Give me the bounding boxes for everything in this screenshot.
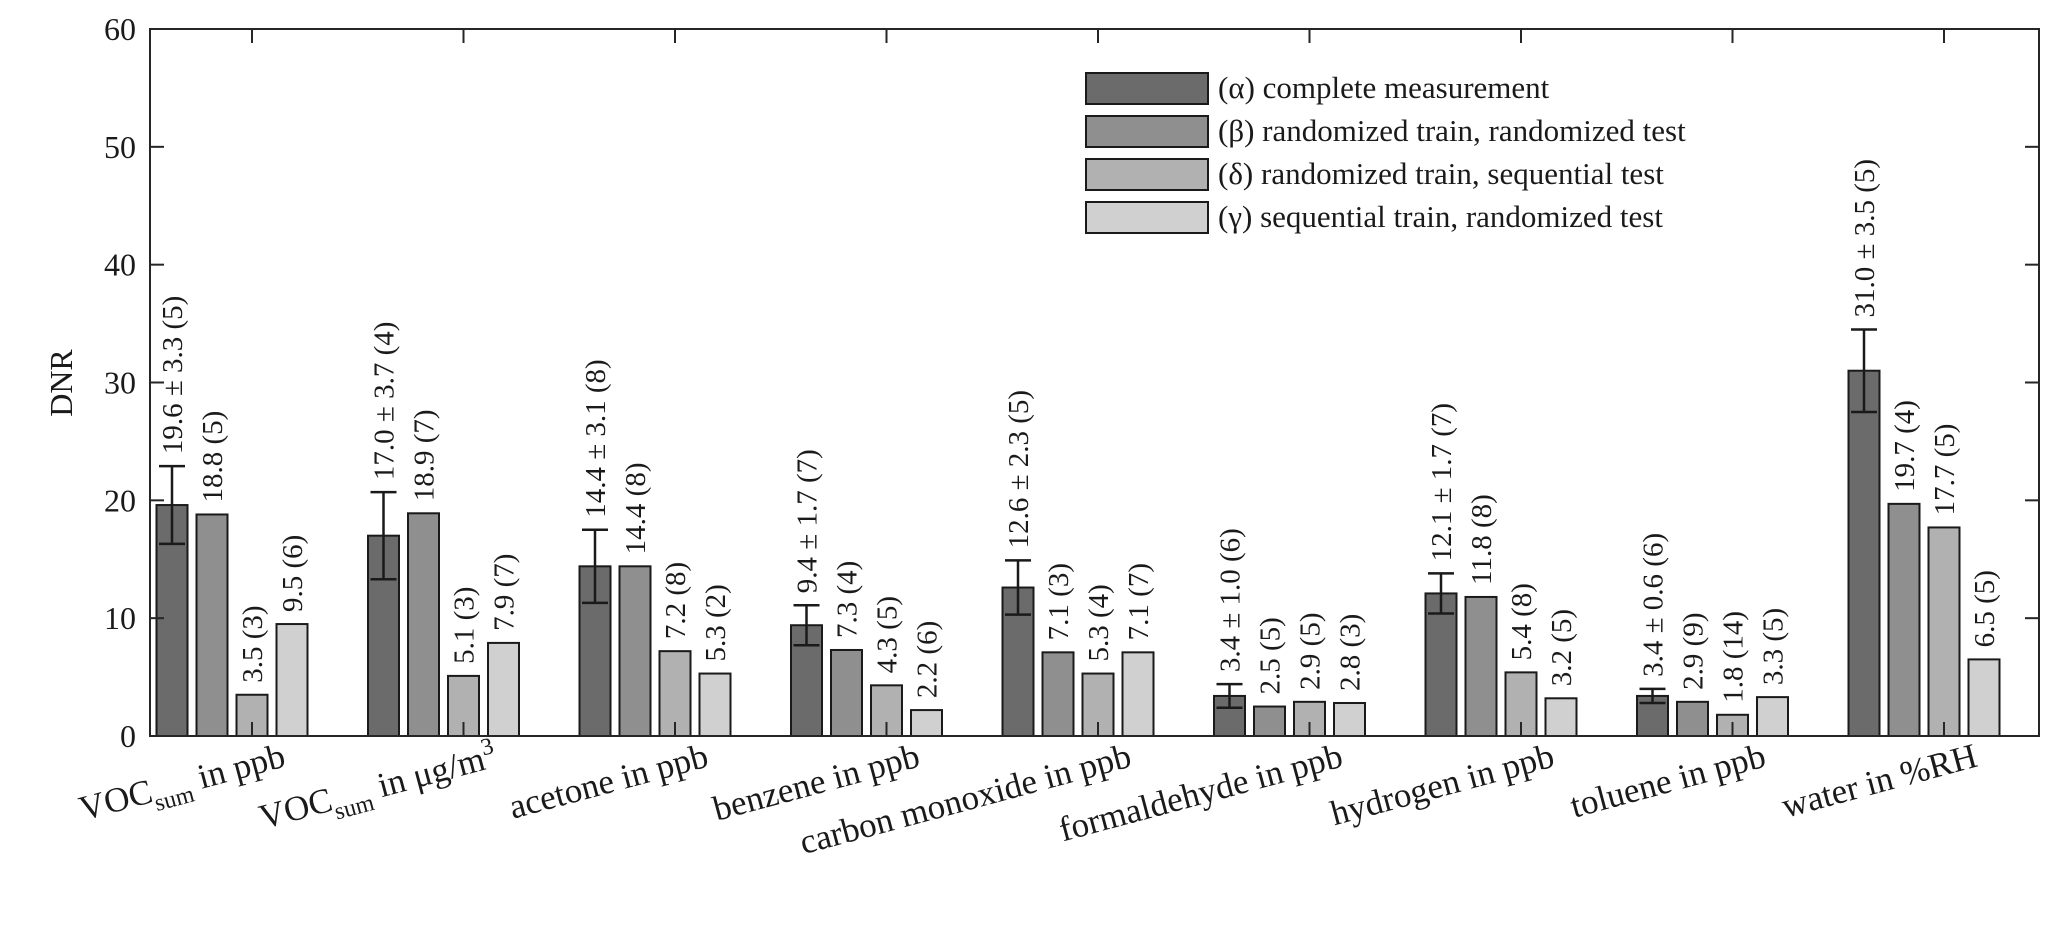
bar-series-2 [1887,502,1921,738]
data-label: 31.0 ± 3.5 (5) [1849,159,1881,317]
data-label: 7.9 (7) [489,554,521,631]
bar-series-4 [1121,651,1155,737]
legend-swatch [1085,72,1209,105]
data-label: 2.9 (9) [1678,613,1710,690]
y-axis-label: DNR [43,349,79,417]
bar-series-2 [1464,595,1498,737]
y-tick-label: 60 [104,11,136,47]
legend-label: (β) randomized train, randomized test [1218,113,1686,148]
bar-series-4 [487,641,520,738]
bar-series-2 [1253,705,1286,738]
y-tick-label: 10 [104,600,136,636]
y-tick-label: 40 [104,247,136,283]
legend-swatch [1085,158,1209,191]
legend-label: (α) complete measurement [1218,70,1550,105]
bar-series-4 [1544,697,1578,737]
category-label: water in %RH [1778,736,1982,825]
bar-series-2 [1676,700,1709,737]
bar-series-2 [830,648,863,738]
data-label: 19.6 ± 3.3 (5) [157,296,189,454]
data-label: 14.4 ± 3.1 (8) [580,359,612,517]
data-label: 5.3 (2) [700,584,732,661]
category-label: hydrogen in ppb [1326,736,1558,833]
data-label: 12.6 ± 2.3 (5) [1003,390,1035,548]
category-label: acetone in ppb [505,736,712,826]
data-label: 3.4 ± 1.0 (6) [1215,528,1247,672]
data-label: 11.8 (8) [1466,494,1498,585]
bar-series-4 [910,709,943,737]
data-label: 17.0 ± 3.7 (4) [369,322,401,480]
legend-swatch [1085,201,1209,234]
bar-series-4 [1756,696,1789,737]
bar-series-2 [1041,651,1075,737]
data-label: 9.5 (6) [277,535,309,612]
category-label: toluene in ppb [1566,736,1770,825]
data-label: 7.3 (4) [832,561,864,638]
data-label: 6.5 (5) [1969,570,2001,647]
legend-label: (γ) sequential train, randomized test [1218,199,1663,234]
data-label: 3.2 (5) [1546,609,1578,686]
data-label: 3.4 ± 0.6 (6) [1638,533,1670,677]
data-label: 9.4 ± 1.7 (7) [792,449,824,593]
bar-series-4 [1967,658,2001,737]
bar-series-4 [1333,702,1366,737]
data-label: 5.4 (8) [1506,583,1538,660]
legend: (α) complete measurement (β) randomized t… [1085,70,1686,234]
bar-series-4 [275,623,309,738]
data-label: 18.9 (7) [409,409,441,501]
data-label: 19.7 (4) [1889,400,1921,492]
data-label: 5.3 (4) [1083,584,1115,661]
y-tick-label: 20 [104,482,136,518]
y-tick-label: 30 [104,365,136,401]
data-label: 4.3 (5) [872,596,904,673]
bar-series-1 [1424,592,1458,738]
legend-label: (δ) randomized train, sequential test [1218,156,1664,191]
bar-series-2 [407,512,440,737]
y-tick-label: 50 [104,129,136,165]
data-label: 17.7 (5) [1929,424,1961,516]
data-label: 2.8 (3) [1335,614,1367,691]
data-label: 3.5 (3) [237,605,269,682]
legend-swatch [1085,115,1209,148]
data-label: 1.8 (14) [1718,611,1750,703]
data-label: 18.8 (5) [197,411,229,503]
data-label: 5.1 (3) [449,587,481,664]
bar-series-3 [658,650,692,737]
data-label: 7.1 (7) [1123,563,1155,640]
data-label: 2.2 (6) [912,621,944,698]
data-label: 12.1 ± 1.7 (7) [1426,403,1458,561]
data-label: 2.5 (5) [1255,617,1287,694]
data-label: 7.1 (3) [1043,563,1075,640]
bar-series-2 [618,565,652,737]
bar-series-1 [1847,369,1881,737]
category-label: VOCsum in μg/m3 [254,733,502,844]
y-tick-label: 0 [120,718,136,754]
bar-series-4 [698,672,732,738]
data-label: 2.9 (5) [1295,613,1327,690]
data-label: 7.2 (8) [660,562,692,639]
bar-series-2 [195,513,229,737]
category-label: VOCsum in ppb [75,736,291,836]
data-label: 3.3 (5) [1758,608,1790,685]
bar-series-3 [1927,526,1961,737]
data-label: 14.4 (8) [620,462,652,554]
